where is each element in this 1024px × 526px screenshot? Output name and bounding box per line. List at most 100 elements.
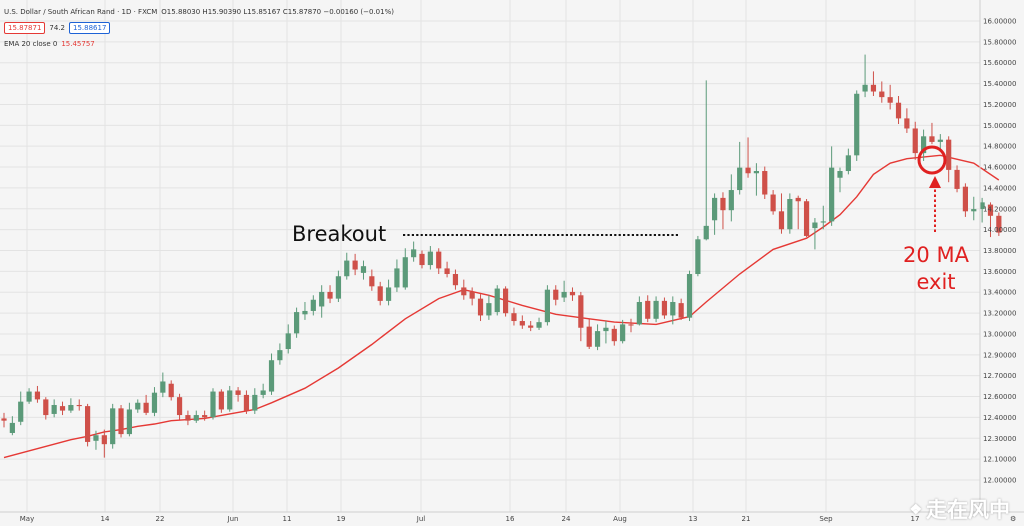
bid-button[interactable]: 15.87871	[4, 22, 46, 34]
candle	[778, 193, 785, 234]
candle	[319, 285, 325, 318]
candle-body	[578, 295, 584, 328]
price-tick-label: 16.00000	[983, 18, 1016, 26]
price-tick-label: 12.70000	[983, 372, 1016, 380]
price-tick-label: 12.90000	[983, 351, 1016, 359]
candle	[553, 285, 559, 306]
candle-body	[101, 435, 107, 445]
candle-body	[444, 268, 450, 275]
candle-body	[394, 268, 400, 288]
symbol-row: U.S. Dollar / South African Rand · 1D · …	[4, 4, 394, 20]
candle	[477, 294, 484, 322]
candle-body	[34, 391, 41, 400]
annotations: Breakout 20 MA exit	[292, 145, 970, 294]
candle-body	[519, 321, 525, 326]
candles	[1, 54, 1002, 458]
candle	[18, 391, 24, 426]
candle	[653, 296, 659, 323]
candle-body	[385, 287, 392, 301]
candle-body	[820, 221, 826, 223]
candle-body	[895, 102, 902, 119]
candle-body	[603, 327, 609, 332]
candle	[327, 285, 333, 304]
candle-body	[59, 406, 66, 411]
candle-body	[695, 239, 701, 275]
candle	[737, 141, 743, 195]
candle-body	[327, 291, 333, 299]
candle	[712, 193, 718, 235]
time-tick-label: May	[20, 515, 34, 523]
candle-body	[310, 299, 316, 311]
candle-body	[76, 404, 82, 407]
candle	[686, 270, 693, 322]
candle-body	[344, 260, 350, 277]
time-tick-label: 16	[506, 515, 515, 523]
candle-body	[996, 215, 1002, 233]
candle-body	[937, 139, 943, 142]
candle-body	[536, 322, 542, 328]
candle-body	[703, 225, 709, 240]
candle-body	[544, 289, 550, 323]
bid-ask-row: 15.87871 74.2 15.88617	[4, 20, 394, 36]
candle	[34, 385, 41, 403]
candle-body	[461, 287, 467, 296]
candle-body	[469, 291, 475, 299]
plot-area[interactable]	[0, 0, 980, 512]
candle-body	[829, 167, 835, 222]
ema20-line	[3, 154, 1000, 459]
candle	[335, 270, 341, 302]
candle-body	[235, 390, 241, 395]
ema-layer	[3, 154, 1000, 459]
candle-body	[477, 298, 484, 316]
candle	[268, 353, 275, 395]
candle	[202, 410, 208, 421]
price-tick-label: 15.00000	[983, 122, 1016, 130]
time-tick-label: 17	[911, 515, 920, 523]
candle-body	[636, 301, 642, 325]
candle-body	[628, 324, 634, 326]
candle-body	[260, 390, 266, 395]
exit-arrow-head	[929, 176, 941, 188]
time-tick-label: Aug	[613, 515, 627, 523]
ema-legend-value: 15.45757	[61, 40, 95, 48]
price-tick-label: 13.60000	[983, 268, 1016, 276]
candle-body	[352, 260, 358, 270]
candle-body	[452, 274, 459, 286]
candle-body	[419, 253, 425, 266]
candle-body	[812, 222, 818, 229]
candle-body	[486, 303, 492, 316]
candle-body	[135, 402, 141, 410]
candle-body	[770, 194, 776, 212]
candle	[561, 280, 567, 302]
price-tick-label: 15.40000	[983, 80, 1016, 88]
candle	[193, 410, 199, 423]
symbol-title[interactable]: U.S. Dollar / South African Rand · 1D · …	[4, 8, 158, 16]
candle	[68, 398, 74, 413]
candle	[795, 195, 801, 230]
candle	[762, 166, 768, 200]
candle	[26, 388, 32, 404]
exit-label-line2: exit	[916, 270, 955, 294]
candle	[862, 54, 868, 98]
candle	[243, 390, 250, 414]
exit-label-line1: 20 MA	[903, 243, 970, 267]
candle	[352, 253, 358, 276]
candle	[678, 298, 684, 320]
ask-button[interactable]: 15.88617	[69, 22, 111, 34]
candle-body	[737, 167, 743, 191]
candle-body	[845, 155, 851, 172]
candle-body	[686, 274, 693, 318]
candle-body	[645, 300, 651, 319]
candle-body	[193, 415, 199, 421]
settings-gear-icon[interactable]: ⚙	[1010, 515, 1016, 523]
time-tick-label: 11	[283, 515, 292, 523]
candle	[695, 235, 701, 277]
time-tick-label: 19	[337, 515, 346, 523]
candle-body	[787, 199, 793, 230]
candle-body	[862, 84, 868, 92]
candle-body	[377, 286, 383, 301]
candle-body	[586, 326, 592, 347]
candle	[210, 388, 216, 420]
candle	[227, 385, 233, 412]
ema-legend-label[interactable]: EMA 20 close 0	[4, 40, 58, 48]
